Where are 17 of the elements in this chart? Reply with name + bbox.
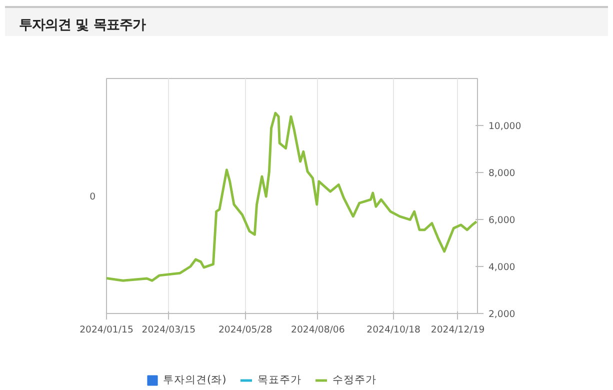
text: 0 — [90, 192, 96, 202]
legend-label: 목표주가 — [257, 373, 302, 387]
x-tick-label: 2024/08/06 — [291, 324, 345, 336]
x-tick-label: 2024/05/28 — [218, 324, 272, 336]
x-tick-label: 2024/12/19 — [430, 324, 485, 336]
y-tick-label: 4,000 — [488, 262, 516, 273]
y-tick-label: 10,000 — [488, 121, 522, 132]
y-tick-label: 6,000 — [488, 215, 516, 226]
legend-label: 투자의견(좌) — [163, 373, 226, 387]
y-tick-label: 2,000 — [488, 309, 516, 320]
legend-label: 수정주가 — [332, 373, 376, 387]
x-tick-label: 2024/01/15 — [80, 324, 134, 336]
line-series — [106, 112, 478, 282]
x-tick-label: 2024/03/15 — [142, 324, 196, 336]
chart-title: 투자의견 및 목표주가 — [19, 17, 146, 35]
y-tick-label: 8,000 — [488, 168, 516, 179]
x-tick-label: 2024/10/18 — [366, 324, 421, 336]
